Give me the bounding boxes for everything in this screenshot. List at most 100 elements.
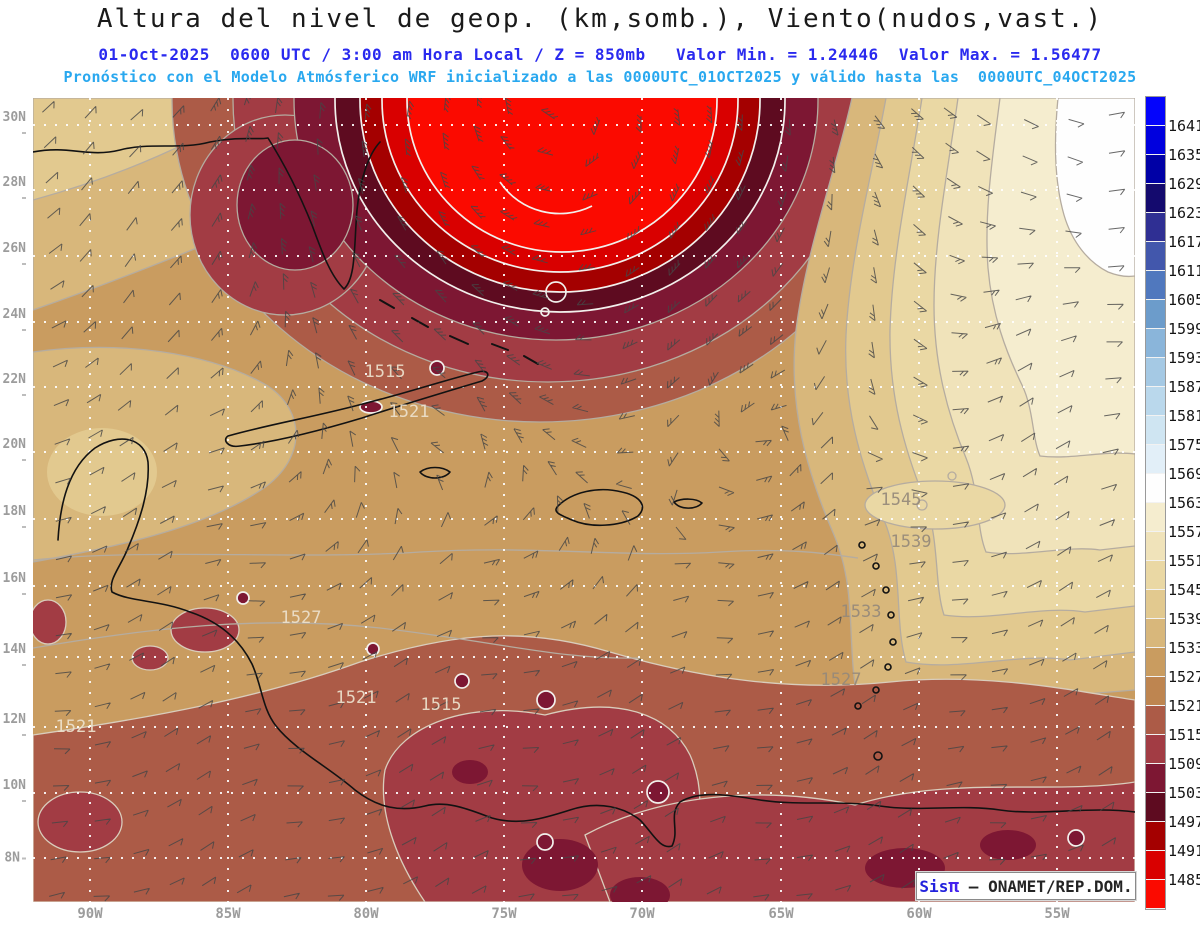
watermark-brand: Sis [919,876,949,896]
colorbar-tick-label: 1623 [1168,204,1200,222]
colorbar-tick-label: 1521 [1168,697,1200,715]
lon-tick-label: 80W [353,906,379,922]
colorbar-cell [1146,271,1165,300]
lat-tick-label: 18N [0,504,26,534]
colorbar-cell [1146,300,1165,329]
svg-text:1515: 1515 [365,362,406,382]
coastlines [33,137,1135,848]
colorbar-cell [1146,532,1165,561]
colorbar-tick-label: 1491 [1168,842,1200,860]
lon-tick-label: 60W [906,906,932,922]
colorbar-cell [1146,619,1165,648]
lon-tick-label: 90W [77,906,103,922]
colorbar-cell [1146,387,1165,416]
lon-tick-label: 75W [491,906,517,922]
lat-tick-label: 30N [0,110,26,140]
colorbar [1145,96,1166,910]
colorbar-cell [1146,851,1165,880]
colorbar-tick-label: 1503 [1168,784,1200,802]
colorbar-cell [1146,242,1165,271]
svg-text:1515: 1515 [421,695,462,715]
lat-tick-label: 20N [0,437,26,467]
colorbar-cell [1146,822,1165,851]
colorbar-tick-label: 1599 [1168,320,1200,338]
colorbar-tick-label: 1515 [1168,726,1200,744]
contour-lines [33,549,859,659]
colorbar-tick-label: 1593 [1168,349,1200,367]
svg-text:1521: 1521 [56,717,97,737]
geopotential-shading [33,98,1135,902]
colorbar-cell [1146,764,1165,793]
colorbar-tick-label: 1509 [1168,755,1200,773]
svg-text:1521: 1521 [336,688,377,708]
colorbar-cell [1146,184,1165,213]
lat-tick-label: 22N [0,372,26,402]
lon-tick-label: 65W [768,906,794,922]
colorbar-tick-label: 1533 [1168,639,1200,657]
colorbar-cell [1146,677,1165,706]
contour-value-labels: 1515 1521 1545 1539 1533 1527 1527 1521 1515 1521 [56,362,932,737]
valid-time-line: 01-Oct-2025 0600 UTC / 3:00 am Hora Loca… [98,45,1102,64]
colorbar-cell [1146,735,1165,764]
lat-tick-label: 8N [0,851,26,866]
colorbar-cell [1146,706,1165,735]
lon-tick-label: 55W [1044,906,1070,922]
colorbar-tick-label: 1575 [1168,436,1200,454]
svg-text:1533: 1533 [841,602,882,622]
lat-tick-label: 26N [0,241,26,271]
colorbar-cell [1146,213,1165,242]
colorbar-tick-label: 1587 [1168,378,1200,396]
lat-tick-label: 28N [0,175,26,205]
colorbar-tick-label: 1629 [1168,175,1200,193]
wind-barbs [42,98,1126,902]
svg-text:1527: 1527 [821,670,862,690]
lat-tick-label: 10N [0,778,26,808]
svg-text:1539: 1539 [891,532,932,552]
model-info-line: Pronóstico con el Modelo Atmósferico WRF… [63,68,1137,86]
pi-symbol-icon: π [948,875,960,897]
map-canvas: 1515 1521 1545 1539 1533 1527 1527 1521 1515 1521 [33,98,1135,902]
colorbar-cell [1146,561,1165,590]
colorbar-tick-label: 1641 [1168,117,1200,135]
colorbar-tick-label: 1617 [1168,233,1200,251]
watermark-separator: – [959,876,989,896]
colorbar-tick-label: 1557 [1168,523,1200,541]
colorbar-tick-label: 1527 [1168,668,1200,686]
svg-text:1545: 1545 [881,490,922,510]
colorbar-cell [1146,474,1165,503]
colorbar-tick-label: 1497 [1168,813,1200,831]
lat-tick-label: 16N [0,571,26,601]
lat-tick-label: 14N [0,642,26,672]
colorbar-cell [1146,445,1165,474]
colorbar-tick-label: 1539 [1168,610,1200,628]
colorbar-cell [1146,358,1165,387]
colorbar-tick-label: 1581 [1168,407,1200,425]
page-title: Altura del nivel de geop. (km,somb.), Vi… [96,4,1104,34]
colorbar-tick-label: 1569 [1168,465,1200,483]
colorbar-cell [1146,329,1165,358]
svg-text:1527: 1527 [281,608,322,628]
colorbar-tick-label: 1605 [1168,291,1200,309]
lat-tick-label: 12N [0,712,26,742]
colorbar-cell [1146,416,1165,445]
colorbar-cell [1146,648,1165,677]
colorbar-tick-label: 1485 [1168,871,1200,889]
colorbar-cell [1146,155,1165,184]
svg-text:1521: 1521 [389,402,430,422]
lon-tick-label: 85W [215,906,241,922]
colorbar-tick-label: 1635 [1168,146,1200,164]
lon-tick-label: 70W [629,906,655,922]
colorbar-tick-label: 1611 [1168,262,1200,280]
colorbar-cell [1146,97,1165,126]
colorbar-tick-label: 1545 [1168,581,1200,599]
colorbar-cell [1146,590,1165,619]
colorbar-tick-label: 1551 [1168,552,1200,570]
colorbar-cell [1146,793,1165,822]
lat-tick-label: 24N [0,307,26,337]
watermark-box: Sis π – ONAMET/REP.DOM. [915,871,1137,901]
colorbar-cell [1146,503,1165,532]
watermark-org: ONAMET/REP.DOM. [988,876,1133,896]
gridlines [33,98,1135,902]
colorbar-cell [1146,126,1165,155]
